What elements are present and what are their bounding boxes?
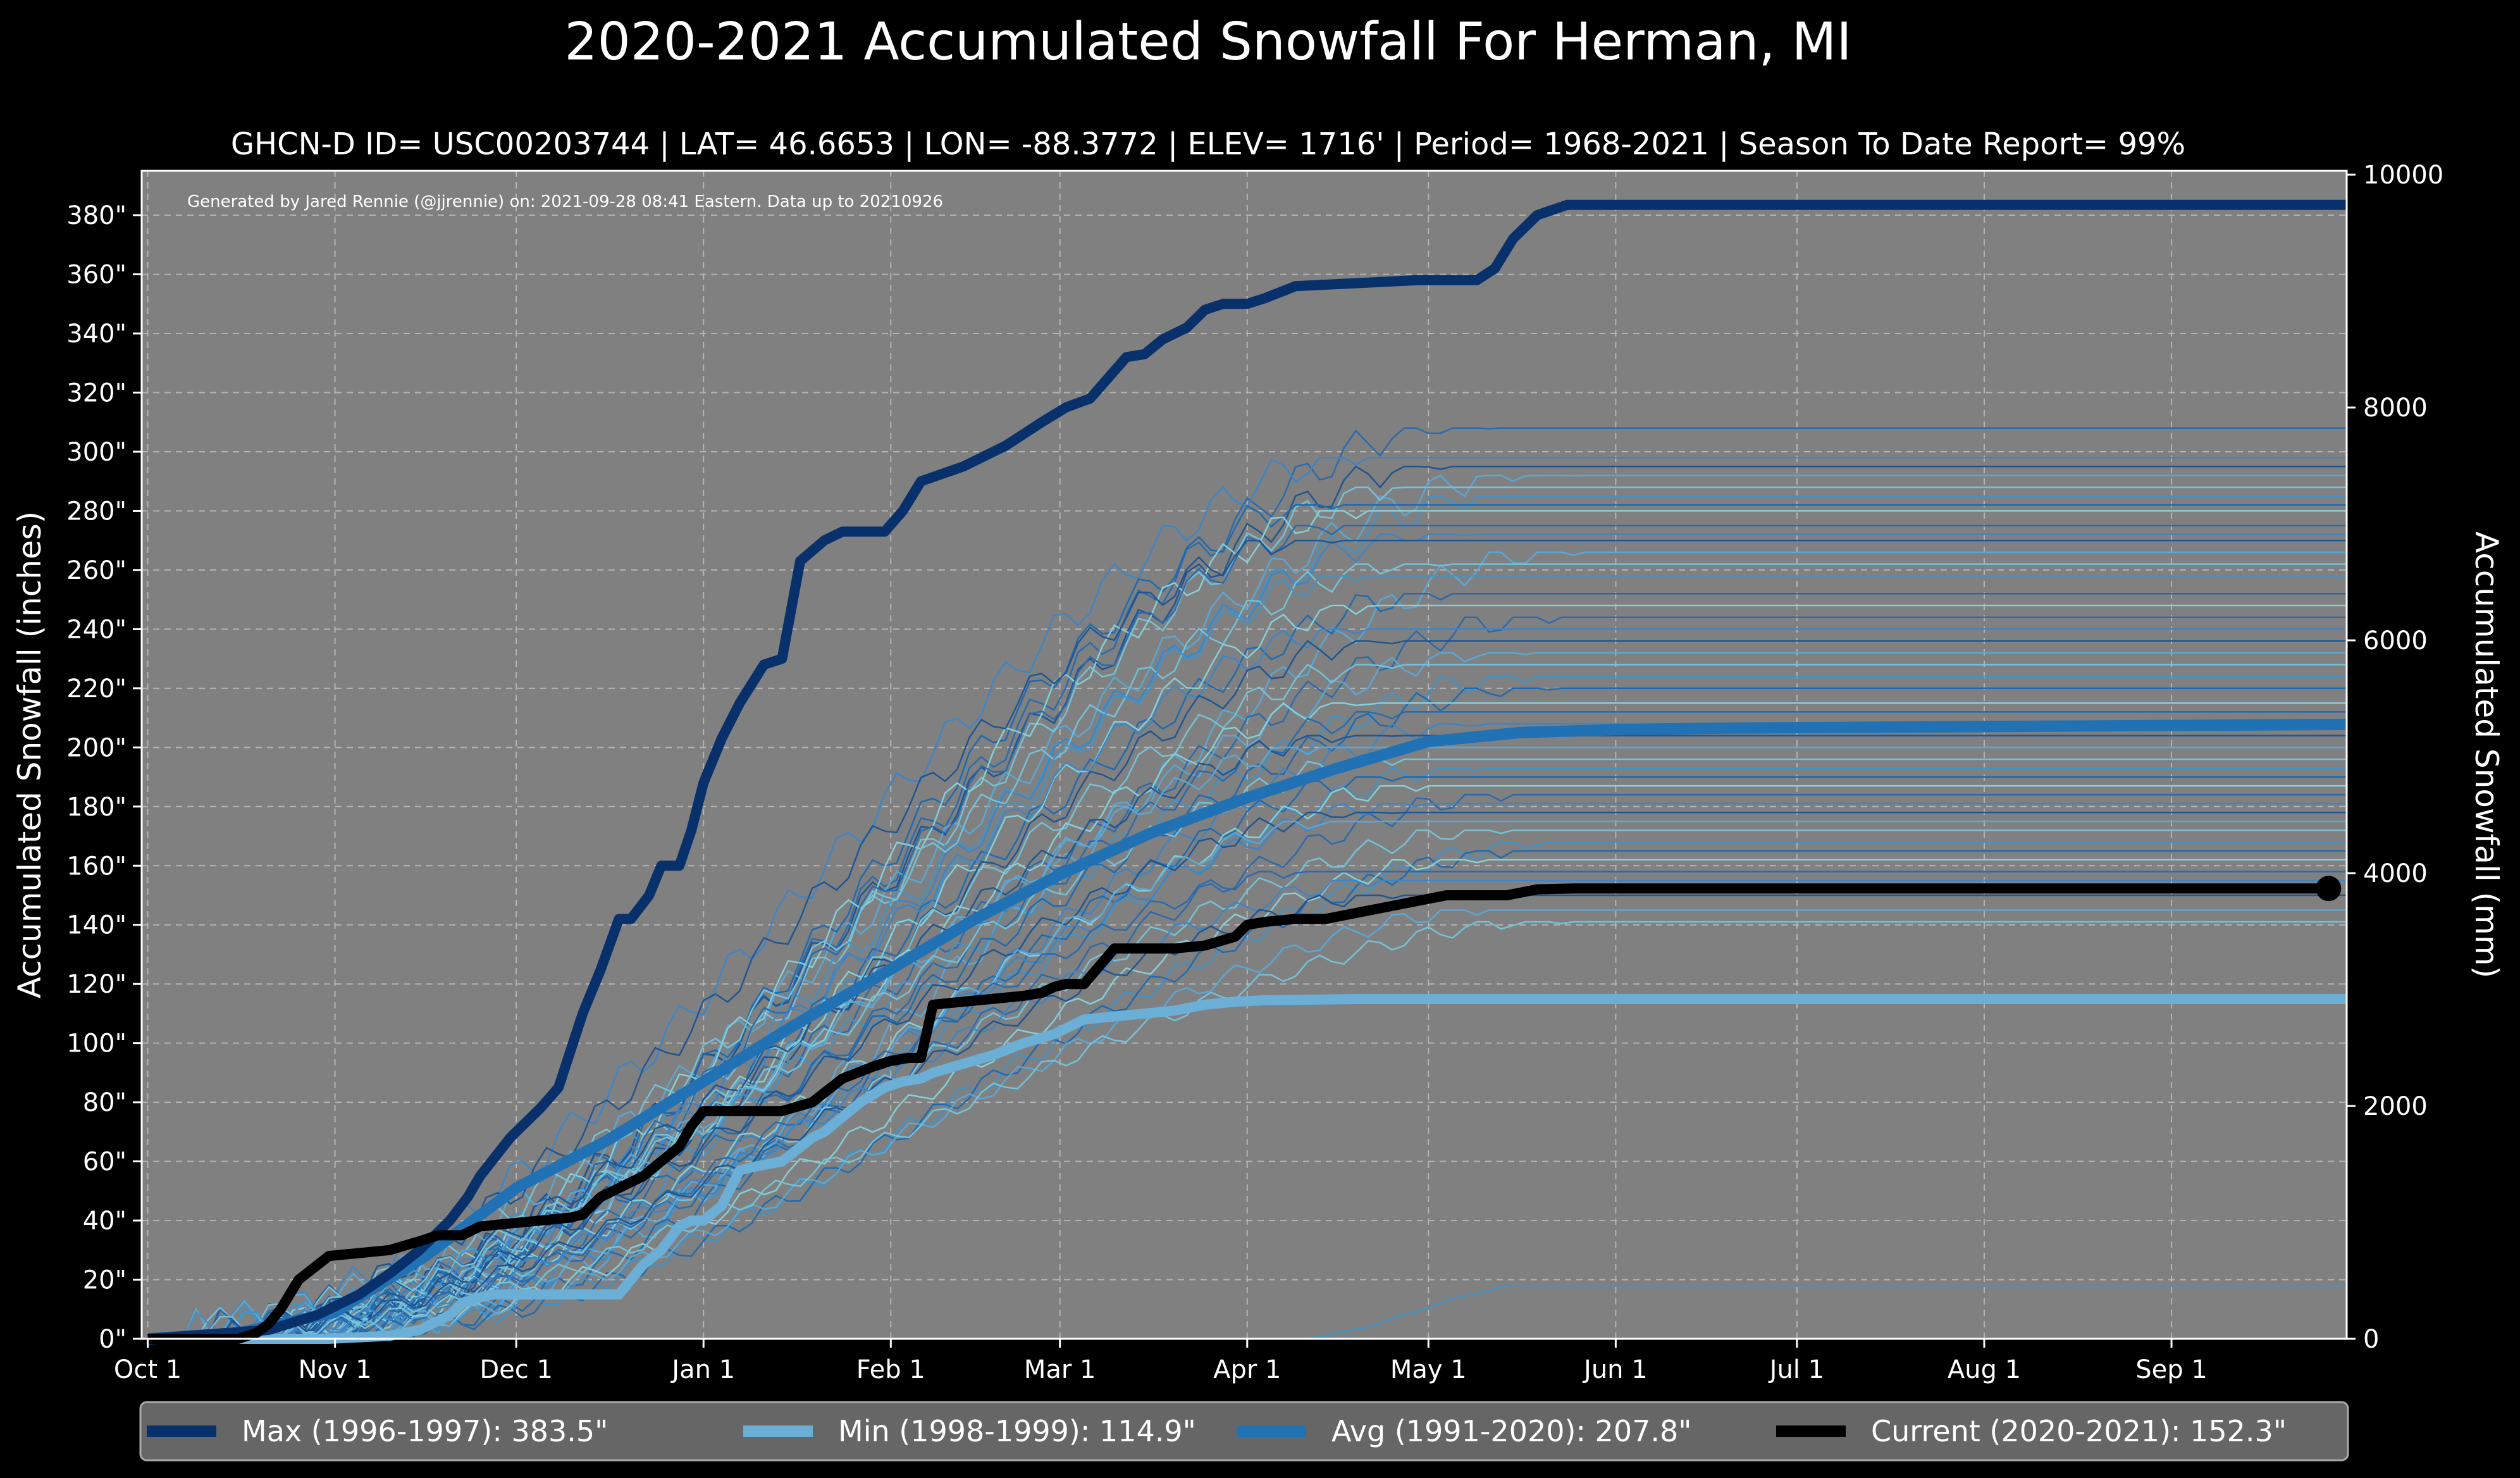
- y-tick-label: 280": [66, 497, 127, 526]
- legend-label: Avg (1991-2020): 207.8": [1331, 1414, 1691, 1448]
- y2-axis-ticks: 0 2000 4000 6000 8000 10000: [2347, 161, 2443, 1354]
- x-tick-label: Aug 1: [1948, 1355, 2021, 1384]
- y-axis-ticks: 0" 20" 40" 60" 80" 100" 120" 140" 160" 180" 200" 22…: [66, 201, 142, 1354]
- y-tick-label: 240": [66, 615, 127, 644]
- plot-frame: [140, 170, 2348, 1340]
- series-line-current: [147, 883, 2329, 1344]
- season-trace: [147, 687, 2347, 1340]
- legend-label: Min (1998-1999): 114.9": [838, 1414, 1196, 1448]
- y-tick-label: 200": [66, 733, 127, 762]
- current-endpoint-marker: [2316, 876, 2342, 902]
- season-trace: [147, 640, 2347, 1340]
- chart-title: 2020-2021 Accumulated Snowfall For Herma…: [564, 12, 1851, 72]
- season-trace: [147, 652, 2347, 1340]
- y2-tick-label: 8000: [2363, 394, 2428, 423]
- season-trace: [147, 909, 2347, 1340]
- y-tick-label: 60": [83, 1148, 127, 1177]
- x-tick-label: Feb 1: [856, 1355, 925, 1384]
- season-trace: [147, 533, 2347, 1340]
- y2-tick-label: 4000: [2363, 859, 2428, 888]
- y-tick-label: 0": [99, 1325, 127, 1354]
- season-trace: [147, 921, 2347, 1340]
- season-trace: [147, 776, 2347, 1340]
- x-axis-ticks: Oct 1 Nov 1 Dec 1 Jan 1 Feb 1 Mar 1 Apr 1 May 1…: [114, 1339, 2208, 1384]
- chart-subtitle: GHCN-D ID= USC00203744 | LAT= 46.6653 | …: [231, 127, 2185, 162]
- season-trace: [147, 859, 2347, 1340]
- season-trace: [147, 871, 2347, 1340]
- season-trace: [147, 758, 2347, 1340]
- y-tick-label: 120": [66, 970, 127, 999]
- y-tick-label: 320": [66, 379, 127, 408]
- background-traces: [147, 427, 2347, 1340]
- y-tick-label: 80": [83, 1088, 127, 1117]
- x-tick-label: May 1: [1390, 1355, 1467, 1384]
- x-tick-label: Sep 1: [2135, 1355, 2208, 1384]
- x-tick-label: Apr 1: [1213, 1355, 1281, 1384]
- credit-note: Generated by Jared Rennie (@jjrennie) on…: [187, 192, 943, 211]
- legend-label: Max (1996-1997): 383.5": [242, 1414, 608, 1448]
- y2-tick-label: 2000: [2363, 1092, 2428, 1121]
- series-line-avg: [147, 718, 2347, 1344]
- season-trace: [147, 675, 2347, 1340]
- season-trace: [147, 879, 2347, 1340]
- y-tick-label: 140": [66, 911, 127, 940]
- season-trace: [147, 841, 2347, 1340]
- y-tick-label: 180": [66, 793, 127, 822]
- series-line-min: [147, 994, 2347, 1344]
- season-trace: [147, 486, 2347, 1340]
- y-tick-label: 220": [66, 674, 127, 704]
- season-trace: [147, 525, 2347, 1340]
- y2-tick-label: 6000: [2363, 626, 2428, 655]
- y-tick-label: 100": [66, 1029, 127, 1059]
- y-tick-label: 20": [83, 1266, 127, 1295]
- x-tick-label: Mar 1: [1024, 1355, 1096, 1384]
- y-axis-label: Accumulated Snowfall (inches): [11, 511, 48, 998]
- x-tick-label: Jul 1: [1768, 1355, 1824, 1384]
- x-tick-label: Dec 1: [479, 1355, 553, 1384]
- x-tick-label: Nov 1: [299, 1355, 372, 1384]
- y-tick-label: 340": [66, 320, 127, 349]
- y-tick-label: 260": [66, 556, 127, 585]
- season-trace: [147, 811, 2347, 1340]
- legend: Max (1996-1997): 383.5" Min (1998-1999): …: [139, 1401, 2349, 1462]
- season-trace: [147, 747, 2347, 1340]
- season-trace: [147, 593, 2347, 1340]
- main-series: [147, 199, 2347, 1344]
- y2-axis-label: Accumulated Snowfall (mm): [2468, 531, 2505, 978]
- series-line-max: [147, 199, 2347, 1344]
- y2-tick-label: 0: [2363, 1325, 2379, 1354]
- season-trace: [147, 850, 2347, 1340]
- y-tick-label: 380": [66, 201, 127, 230]
- season-trace: [147, 820, 2347, 1340]
- y-tick-label: 360": [66, 261, 127, 290]
- season-trace: [147, 793, 2347, 1340]
- y2-tick-label: 10000: [2363, 161, 2443, 190]
- season-trace: [147, 802, 2347, 1340]
- legend-label: Current (2020-2021): 152.3": [1871, 1414, 2287, 1448]
- y-tick-label: 300": [66, 438, 127, 467]
- x-tick-label: Oct 1: [114, 1355, 182, 1384]
- season-trace: [147, 465, 2347, 1340]
- x-tick-label: Jan 1: [670, 1355, 735, 1384]
- y-tick-label: 40": [83, 1207, 127, 1236]
- season-trace: [147, 735, 2347, 1340]
- season-trace: [147, 539, 2347, 1340]
- x-tick-label: Jun 1: [1582, 1355, 1648, 1384]
- y-tick-label: 160": [66, 852, 127, 881]
